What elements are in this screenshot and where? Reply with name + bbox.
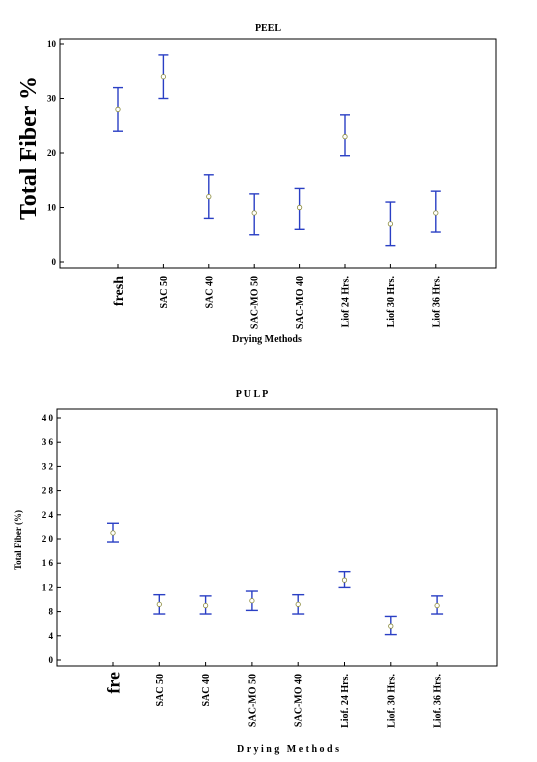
- pulp-data-point: [295, 601, 301, 607]
- pulp-y-tick-label: 4 0: [42, 413, 54, 423]
- peel-plot-frame: [59, 38, 497, 269]
- peel-chart-title: PEEL: [255, 23, 281, 34]
- pulp-y-tick-label: 3 6: [42, 437, 54, 447]
- pulp-y-tick-label: 1 6: [42, 558, 54, 568]
- peel-y-tick-label: 0: [52, 257, 57, 267]
- pulp-category-label: SAC-MO 50: [247, 674, 258, 727]
- pulp-data-point: [434, 602, 440, 609]
- peel-y-axis-label: Total Fiber %: [16, 76, 42, 220]
- peel-x-axis-label: Drying Methods: [232, 334, 302, 345]
- pulp-x-ticks: fre SAC 50 SAC 40 SAC-MO 50 SAC-MO 40 Liof. 2…: [103, 662, 444, 728]
- peel-category-label: Liof 24 Hrs.: [341, 276, 352, 328]
- pulp-category-label: Liof. 24 Hrs.: [340, 674, 351, 728]
- peel-y-tick-label: 10: [47, 39, 57, 49]
- peel-category-label: Liof 36 Hrs.: [431, 276, 442, 328]
- pulp-category-label: SAC 50: [155, 674, 166, 707]
- pulp-category-label: Liof. 30 Hrs.: [386, 674, 397, 728]
- pulp-y-tick-label: 0: [49, 655, 54, 665]
- peel-y-tick-label: 30: [47, 94, 57, 104]
- pulp-chart-title: P U L P: [236, 389, 269, 400]
- pulp-y-tick-label: 2 0: [42, 534, 54, 544]
- pulp-y-tick-label: 4: [49, 631, 54, 641]
- pulp-y-axis-label: Total Fiber (%): [13, 510, 23, 570]
- peel-data-point: [160, 74, 166, 80]
- pulp-y-tick-label: 1 2: [42, 582, 54, 592]
- peel-data-point: [342, 134, 348, 140]
- pulp-data-point: [249, 598, 255, 604]
- peel-category-label: SAC 50: [159, 276, 170, 309]
- peel-category-label: fresh: [112, 276, 127, 306]
- pulp-data-marks: [107, 522, 444, 636]
- pulp-category-label: fre: [103, 672, 123, 694]
- peel-data-point: [206, 194, 212, 200]
- pulp-data-point: [203, 602, 209, 609]
- peel-data-point: [251, 210, 257, 216]
- peel-category-label: SAC-MO 40: [295, 276, 306, 329]
- peel-data-point: [115, 106, 121, 113]
- pulp-category-label: SAC-MO 40: [294, 674, 305, 727]
- pulp-data-point: [341, 577, 348, 583]
- peel-category-label: Liof 30 Hrs.: [386, 276, 397, 328]
- pulp-category-label: Liof. 36 Hrs.: [433, 674, 444, 728]
- pulp-y-tick-label: 2 8: [42, 486, 54, 496]
- peel-y-tick-label: 20: [47, 148, 57, 158]
- peel-y-tick-label: 10: [47, 203, 57, 213]
- peel-data-point: [296, 204, 303, 211]
- pulp-x-axis-label: D r y i n g M e t h o d s: [237, 744, 339, 755]
- pulp-chart: P U L P Total Fiber (%) D r y i n g M e …: [13, 389, 498, 755]
- pulp-data-point: [110, 530, 116, 536]
- peel-category-label: SAC-MO 50: [250, 276, 261, 329]
- pulp-y-ticks: 0 4 8 1 2 1 6 2 0 2 4 2 8 3 2 3 6 4 0: [42, 413, 61, 665]
- peel-category-label: SAC 40: [204, 276, 215, 309]
- peel-data-marks: [113, 54, 441, 247]
- peel-x-ticks: fresh SAC 50 SAC 40 SAC-MO 50 SAC-MO 40 Liof …: [112, 264, 442, 329]
- peel-y-ticks: 0 10 20 30 10: [47, 39, 64, 267]
- pulp-y-tick-label: 3 2: [42, 461, 54, 471]
- pulp-y-tick-label: 8: [49, 607, 54, 617]
- peel-data-point: [433, 210, 439, 216]
- peel-data-point: [387, 221, 393, 227]
- peel-chart: PEEL Total Fiber % Drying Methods 0 10 20 3…: [16, 23, 497, 345]
- pulp-data-point: [388, 623, 394, 629]
- pulp-category-label: SAC 40: [201, 674, 212, 707]
- pulp-y-tick-label: 2 4: [42, 510, 54, 520]
- pulp-data-point: [156, 601, 162, 607]
- pulp-plot-frame: [56, 408, 498, 667]
